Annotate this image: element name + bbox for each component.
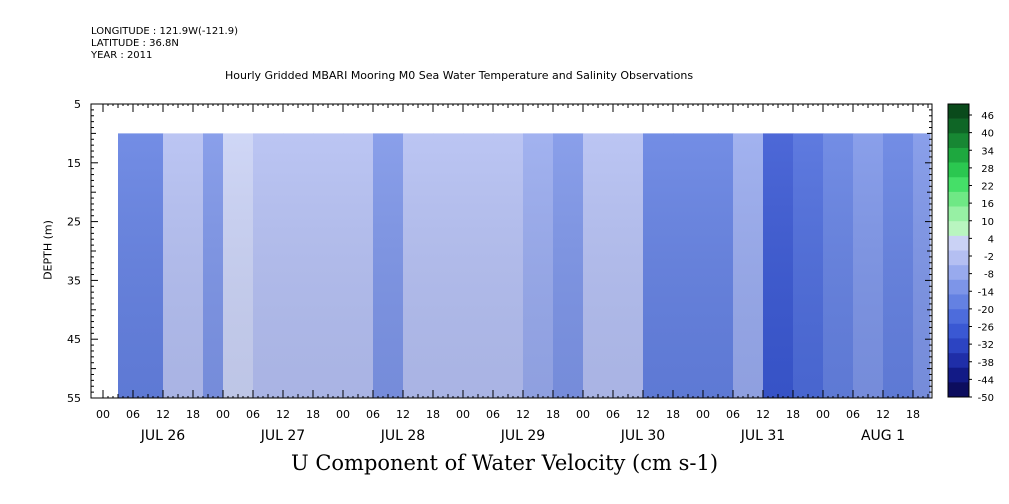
colorbar-label: -2 (984, 252, 994, 263)
x-tick-label: 00 (216, 408, 230, 421)
colorbar-label: 46 (981, 111, 994, 122)
x-tick-label: 12 (756, 408, 770, 421)
x-tick-label: 18 (786, 408, 800, 421)
x-day-label: AUG 1 (861, 428, 905, 444)
colorbar-label: 34 (981, 146, 994, 157)
colorbar-label: -20 (978, 305, 994, 316)
x-tick-label: 12 (636, 408, 650, 421)
colorbar-label: -38 (978, 358, 994, 369)
colorbar-swatch (948, 338, 969, 354)
x-tick-label: 18 (546, 408, 560, 421)
x-tick-label: 00 (696, 408, 710, 421)
x-tick-label: 12 (876, 408, 890, 421)
colorbar-label: 40 (981, 129, 994, 140)
y-tick-label: 45 (67, 333, 81, 346)
colorbar-swatch (948, 250, 969, 266)
colorbar-label: -32 (978, 340, 994, 351)
colorbar-label: 4 (988, 234, 994, 245)
colorbar-swatch (948, 265, 969, 281)
colorbar-swatch (948, 133, 969, 149)
y-tick-label: 5 (74, 98, 81, 111)
x-tick-label: 06 (126, 408, 140, 421)
colorbar-swatch (948, 118, 969, 134)
x-day-label: JUL 27 (260, 428, 305, 444)
x-tick-label: 00 (336, 408, 350, 421)
x-tick-label: 06 (846, 408, 860, 421)
x-tick-label: 12 (516, 408, 530, 421)
colorbar-swatch (948, 323, 969, 339)
heatmap-shading (118, 133, 930, 398)
x-tick-label: 12 (396, 408, 410, 421)
x-tick-label: 06 (486, 408, 500, 421)
x-tick-label: 06 (366, 408, 380, 421)
longitude-label: LONGITUDE : 121.9W(-121.9) (91, 26, 238, 37)
x-tick-label: 06 (726, 408, 740, 421)
colorbar-swatch (948, 353, 969, 368)
colorbar-label: 10 (981, 217, 994, 228)
x-tick-label: 18 (666, 408, 680, 421)
x-tick-label: 18 (426, 408, 440, 421)
colorbar-swatch (948, 367, 969, 383)
x-tick-label: 06 (606, 408, 620, 421)
x-day-label: JUL 30 (620, 428, 665, 444)
colorbar-label: -50 (978, 393, 994, 404)
x-day-label: JUL 28 (380, 428, 425, 444)
x-tick-label: 12 (156, 408, 170, 421)
x-tick-label: 12 (276, 408, 290, 421)
x-tick-label: 18 (306, 408, 320, 421)
x-tick-label: 00 (816, 408, 830, 421)
year-label: YEAR : 2011 (91, 50, 153, 61)
colorbar-label: 16 (981, 199, 994, 210)
x-day-label: JUL 26 (140, 428, 186, 444)
x-tick-label: 00 (576, 408, 590, 421)
x-tick-label: 18 (186, 408, 200, 421)
colorbar-swatch (948, 177, 969, 193)
chart-title: Hourly Gridded MBARI Mooring M0 Sea Wate… (225, 69, 694, 82)
y-axis: 5 15 25 35 45 55 (67, 98, 932, 405)
y-tick-label: 55 (67, 392, 81, 405)
colorbar-label: -14 (978, 287, 994, 298)
x-tick-label: 00 (96, 408, 110, 421)
colorbar-swatch (948, 294, 969, 310)
colorbar-swatch (948, 206, 969, 222)
colorbar-swatch (948, 162, 969, 178)
x-day-label: JUL 31 (740, 428, 785, 444)
colorbar-label: 22 (981, 182, 994, 193)
y-tick-label: 15 (67, 157, 81, 170)
x-axis: 00 06 12 18 00 06 12 18 00 06 12 18 00 06 12 18 00 06 12 18… (96, 104, 929, 444)
colorbar-label: -26 (978, 323, 994, 334)
colorbar-swatch (948, 191, 969, 207)
x-tick-label: 06 (246, 408, 260, 421)
x-tick-label: 18 (906, 408, 920, 421)
colorbar-frame (947, 103, 970, 398)
x-tick-label: 00 (456, 408, 470, 421)
colorbar-swatch (948, 235, 969, 251)
colorbar-swatch (948, 309, 969, 325)
colorbar-swatch (948, 104, 969, 119)
y-tick-label: 25 (67, 216, 81, 229)
x-axis-label: U Component of Water Velocity (cm s-1) (290, 451, 719, 475)
heatmap-field (118, 133, 931, 398)
latitude-label: LATITUDE : 36.8N (91, 38, 179, 49)
colorbar: 46 40 34 28 22 16 10 4 -2 -8 -14 -20 -26 -32 -38 -44 -50 (947, 103, 994, 404)
colorbar-label: 28 (981, 164, 994, 175)
y-tick-label: 35 (67, 274, 81, 287)
colorbar-swatch (948, 279, 969, 295)
x-day-label: JUL 29 (500, 428, 545, 444)
colorbar-label: -44 (978, 375, 994, 386)
colorbar-label: -8 (984, 270, 994, 281)
colorbar-swatch (948, 147, 969, 163)
colorbar-swatch (948, 221, 969, 237)
colorbar-swatch (948, 382, 969, 398)
